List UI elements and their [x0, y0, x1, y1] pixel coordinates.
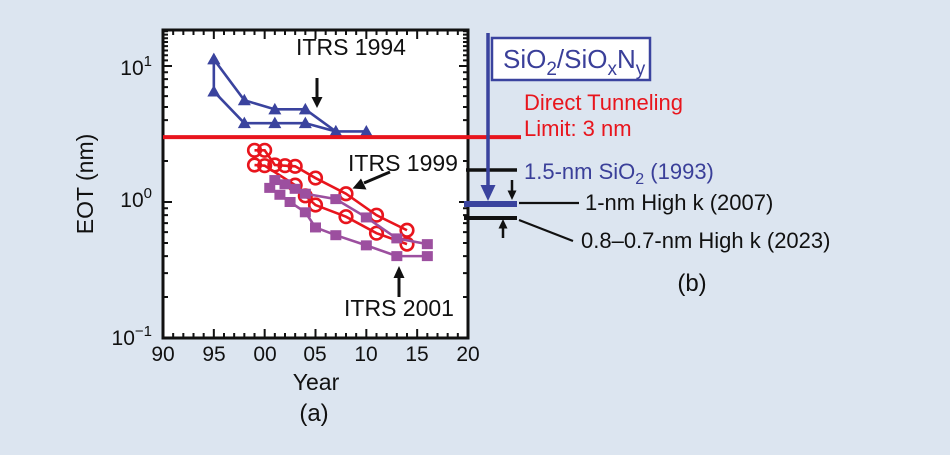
sio2-scaling-arrowhead-icon [480, 185, 496, 201]
triangle-marker [298, 102, 312, 115]
itrs1999-arrowhead-icon [352, 178, 367, 190]
square-marker [391, 251, 403, 262]
y-axis-title: EOT (nm) [72, 134, 98, 235]
triangle-marker [329, 124, 343, 137]
series-itrs-2001-max [269, 175, 433, 250]
square-marker [330, 230, 342, 241]
series-itrs-1999-min [246, 157, 415, 252]
direct-tunneling-label-line1: Direct Tunneling [524, 90, 683, 115]
x-tick-label-05: 05 [303, 343, 326, 366]
x-tick-label-00: 00 [253, 343, 276, 366]
circle-marker [368, 225, 385, 241]
square-marker [264, 182, 276, 193]
panel-b-caption: (b) [677, 270, 706, 297]
circle-marker [338, 209, 354, 225]
square-marker [274, 189, 286, 200]
square-marker [330, 194, 342, 205]
circle-marker [307, 197, 324, 213]
annotation-graphics [311, 33, 652, 297]
circle-marker [257, 142, 273, 158]
itrs1999-arrow [363, 170, 391, 185]
triangle-marker [359, 124, 373, 137]
x-tick-label-95: 95 [202, 343, 225, 366]
highk-2023-connector-line [518, 218, 574, 243]
highk-2023-pointer-arrowhead-icon [498, 219, 508, 229]
itrs1994-arrowhead-icon [311, 97, 323, 108]
square-marker [269, 175, 281, 186]
square-marker [421, 251, 433, 262]
triangle-marker [237, 116, 251, 129]
circle-marker [246, 142, 263, 158]
x-tick-label-20: 20 [456, 343, 479, 366]
itrs1994-label: ITRS 1994 [296, 34, 406, 60]
triangle-marker [268, 102, 282, 115]
circle-marker [257, 158, 273, 174]
triangle-marker [298, 116, 312, 129]
circle-marker [338, 186, 354, 202]
sio2-box [490, 36, 652, 82]
square-marker [421, 239, 433, 250]
square-marker [310, 222, 321, 233]
square-marker [391, 233, 403, 244]
circle-marker [277, 158, 293, 174]
direct-tunneling-label-line2: Limit: 3 nm [524, 116, 632, 141]
x-tick-label-90: 90 [151, 343, 174, 366]
highk-2007-pointer-arrowhead-icon [507, 190, 517, 200]
panel-a-caption: (a) [299, 400, 328, 427]
x-axis-title: Year [293, 369, 340, 395]
circle-marker [246, 157, 263, 173]
itrs1999-label: ITRS 1999 [348, 150, 458, 176]
square-marker [299, 207, 311, 218]
itrs2001-arrowhead-icon [393, 266, 405, 278]
triangle-marker [237, 93, 251, 106]
square-marker [360, 212, 372, 223]
y-tick-label-10e-1: 10−1 [112, 323, 152, 350]
circle-marker [287, 158, 303, 174]
triangle-marker [268, 116, 282, 129]
sio2-1993-label: 1.5-nm SiO2 (1993) [524, 159, 714, 188]
itrs2001-label: ITRS 2001 [344, 295, 454, 321]
series-itrs-1994-lower [207, 52, 343, 137]
square-marker [360, 240, 372, 251]
triangle-marker [207, 52, 221, 65]
circle-marker [399, 236, 415, 252]
series-line [212, 58, 367, 133]
chart-plot [161, 28, 521, 340]
square-marker [284, 197, 296, 207]
highk-2007-label: 1-nm High k (2007) [585, 190, 773, 215]
highk-2023-label: 0.8–0.7-nm High k (2023) [581, 228, 830, 253]
circle-marker [307, 170, 324, 186]
square-marker [299, 188, 311, 199]
plot-frame [161, 28, 470, 340]
square-marker [289, 183, 301, 194]
y-tick-label-10e0: 100 [120, 185, 152, 212]
x-tick-label-10: 10 [354, 343, 377, 366]
x-tick-label-15: 15 [405, 343, 428, 366]
square-marker [279, 179, 291, 190]
y-tick-label-10e1: 101 [120, 53, 152, 80]
triangle-marker [207, 84, 221, 97]
figure-labels: 101 100 10−1 90 95 00 05 10 15 20 EOT (n… [72, 34, 830, 427]
sio2-box-label: SiO2/SiOxNy [503, 44, 646, 80]
series-itrs-2001-min [264, 182, 433, 262]
